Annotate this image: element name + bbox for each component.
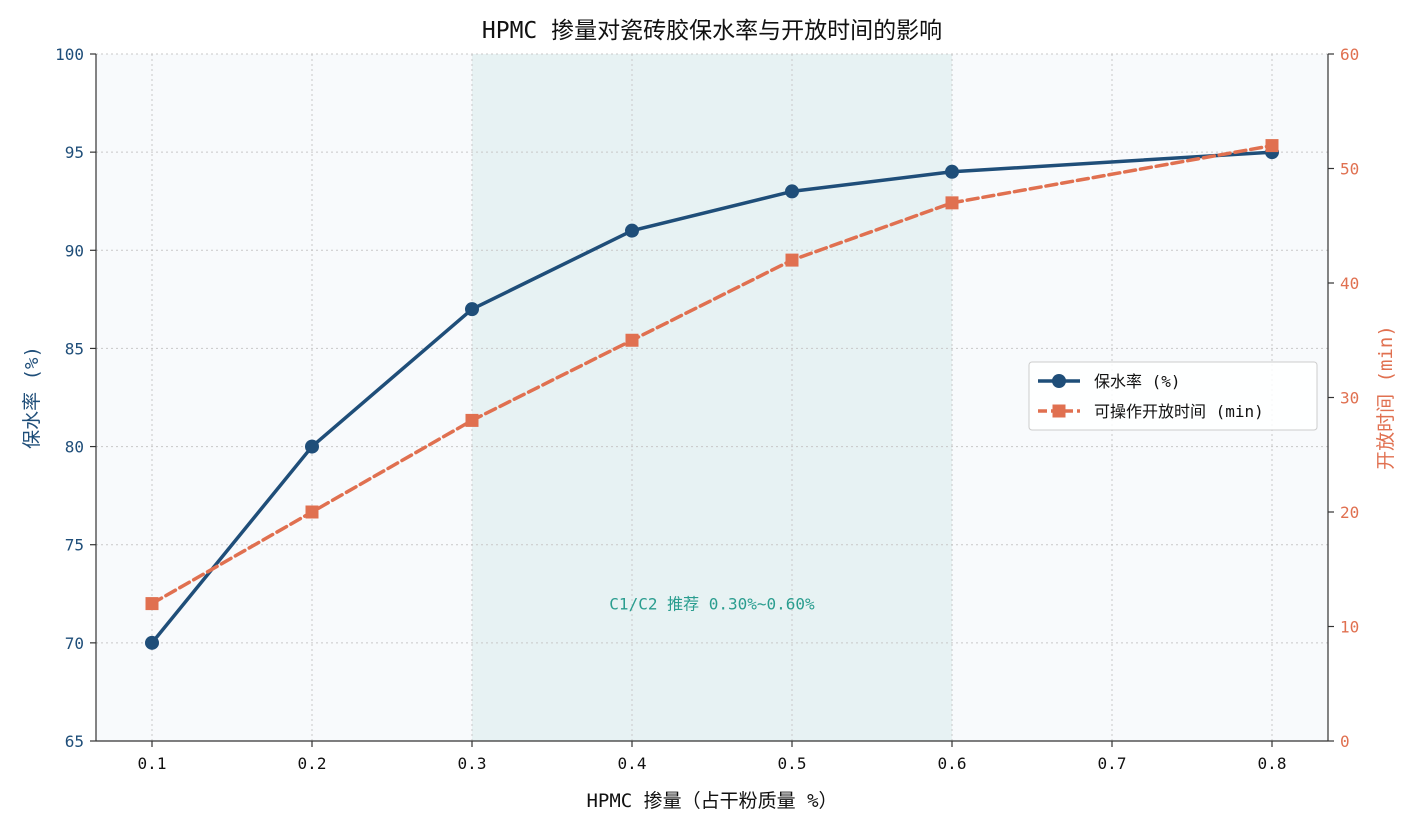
legend: 保水率 (%) 可操作开放时间 (min) [1028, 361, 1318, 431]
right-y-tick-label: 20 [1340, 503, 1359, 522]
recommended-range [472, 54, 952, 741]
right-y-tick-label: 0 [1340, 732, 1350, 751]
left-y-tick-label: 70 [65, 634, 84, 653]
right-y-tick-label: 10 [1340, 618, 1359, 637]
data-point-1 [785, 253, 799, 267]
left-y-axis-label: 保水率 (%) [21, 346, 43, 449]
right-y-tick-label: 40 [1340, 274, 1359, 293]
left-y-tick-label: 65 [65, 732, 84, 751]
recommended-range-label: C1/C2 推荐 0.30%~0.60% [609, 595, 815, 614]
x-tick-label: 0.1 [138, 754, 167, 773]
right-y-tick-label: 60 [1340, 45, 1359, 64]
x-tick-label: 0.7 [1098, 754, 1127, 773]
legend-symbol-water-retention [1038, 374, 1080, 388]
x-tick-label: 0.3 [458, 754, 487, 773]
data-point-1 [145, 597, 159, 611]
legend-label-water-retention: 保水率 (%) [1094, 372, 1181, 391]
right-y-axis-label: 开放时间 (min) [1375, 325, 1397, 470]
left-y-tick-label: 80 [65, 438, 84, 457]
right-y-tick-label: 30 [1340, 389, 1359, 408]
data-point-1 [625, 333, 639, 347]
data-point-1 [465, 413, 479, 427]
recommended-range-band [472, 54, 952, 741]
legend-box [1028, 361, 1318, 431]
left-y-tick-label: 85 [65, 339, 84, 358]
left-y-tick-label: 90 [65, 241, 84, 260]
legend-label-open-time: 可操作开放时间 (min) [1094, 402, 1264, 421]
ticks: 0.1 0.2 0.3 0.4 0.5 0.6 0.7 0.8 65 70 75 80 85 90 95 10… [55, 45, 1359, 773]
data-point-0 [945, 164, 959, 179]
grid [96, 53, 1328, 742]
data-point-0 [305, 439, 319, 454]
left-y-tick-label: 75 [65, 536, 84, 555]
x-axis-label: HPMC 掺量（占干粉质量 %） [586, 790, 837, 812]
legend-marker-1 [1052, 404, 1066, 418]
data-point-0 [145, 635, 159, 650]
series [145, 139, 1279, 650]
right-y-tick-label: 50 [1340, 160, 1359, 179]
x-tick-label: 0.8 [1258, 754, 1287, 773]
legend-marker-0 [1052, 374, 1066, 388]
data-point-1 [945, 196, 959, 210]
data-point-0 [465, 302, 479, 317]
x-tick-label: 0.2 [298, 754, 327, 773]
data-point-1 [1265, 139, 1279, 153]
data-point-0 [785, 184, 799, 199]
left-y-tick-label: 100 [55, 45, 84, 64]
left-y-tick-label: 95 [65, 143, 84, 162]
data-point-1 [305, 505, 319, 519]
x-tick-label: 0.4 [618, 754, 647, 773]
chart-title: HPMC 掺量对瓷砖胶保水率与开放时间的影响 [482, 18, 942, 44]
x-tick-label: 0.5 [778, 754, 807, 773]
data-point-0 [625, 223, 639, 238]
legend-symbol-open-time [1038, 404, 1080, 418]
x-tick-label: 0.6 [938, 754, 967, 773]
